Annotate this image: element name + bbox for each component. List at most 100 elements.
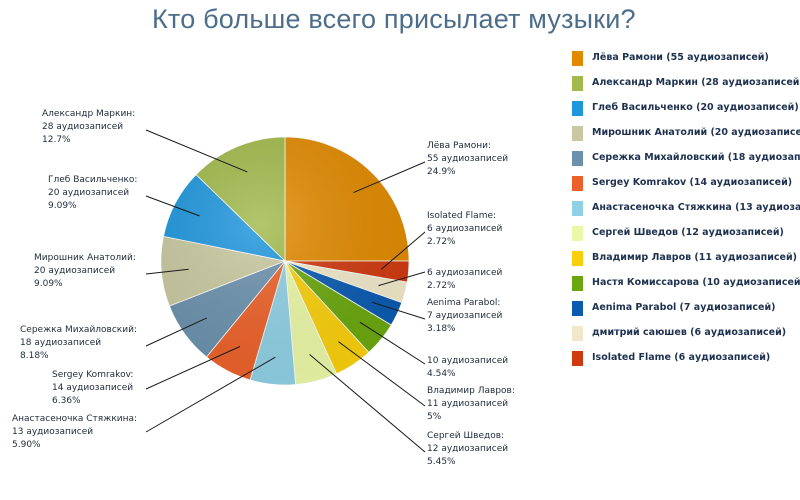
legend-label: Глеб Васильченко (20 аудиозаписей): [592, 102, 799, 113]
callout-name: Александр Маркин:: [42, 109, 135, 119]
leader-line-лёва-рамони: [353, 161, 426, 194]
callout-count: 28 аудиозаписей: [42, 122, 123, 132]
callout-name: Isolated Flame:: [427, 211, 496, 221]
pie-slice-лёва-рамони: [284, 136, 410, 262]
legend-swatch: [572, 276, 583, 291]
callout-count: 7 аудиозаписей: [427, 311, 503, 321]
leader-line-анастасеночка-стяжкина: [145, 356, 276, 433]
callout-владимир-лавров: Владимир Лавров: 11 аудиозаписей 5%: [427, 386, 515, 422]
callout-percent: 5%: [427, 412, 442, 422]
callout-count: 6 аудиозаписей: [427, 268, 503, 278]
legend-item-анастасеночка-стяжкина: Анастасеночка Стяжкина (13 аудиозаписей): [568, 198, 800, 223]
callout-дмитрий-саюшев: 6 аудиозаписей 2.72%: [427, 268, 503, 291]
callout-count: 6 аудиозаписей: [427, 224, 503, 234]
legend-swatch: [572, 76, 583, 91]
callout-александр-маркин: Александр Маркин: 28 аудиозаписей 12.7%: [42, 109, 135, 145]
legend-label: Сережка Михайловский (18 аудиозаписей): [592, 152, 800, 163]
callout-name: Лёва Рамони:: [427, 141, 491, 151]
callout-percent: 5.45%: [427, 457, 456, 467]
callout-count: 11 аудиозаписей: [427, 399, 508, 409]
leader-line-сергей-шведов: [309, 354, 426, 453]
callout-aenima-parabol: Aenima Parabol: 7 аудиозаписей 3.18%: [427, 298, 503, 334]
callout-count: 14 аудиозаписей: [52, 383, 133, 393]
legend-label: Настя Комиссарова (10 аудиозаписей): [592, 277, 800, 288]
callout-percent: 4.54%: [427, 369, 456, 379]
legend-item-дмитрий-саюшев: дмитрий саюшев (6 аудиозаписей): [568, 323, 800, 348]
callout-мирошник-анатолий: Мирошник Анатолий: 20 аудиозаписей 9.09%: [34, 253, 136, 289]
callout-name: Сергей Шведов:: [427, 431, 504, 441]
pie-chart: Лёва Рамони: 55 аудиозаписей 24.9% Isolated…: [12, 109, 515, 467]
legend-item-лёва-рамони: Лёва Рамони (55 аудиозаписей): [568, 48, 800, 73]
callout-count: 10 аудиозаписей: [427, 356, 508, 366]
callout-percent: 5.90%: [12, 440, 41, 450]
callout-percent: 2.72%: [427, 281, 456, 291]
legend-item-владимир-лавров: Владимир Лавров (11 аудиозаписей): [568, 248, 800, 273]
callout-name: Владимир Лавров:: [427, 386, 515, 396]
leader-line-настя-комиссарова: [359, 321, 426, 365]
callout-глеб-васильченко: Глеб Васильченко: 20 аудиозаписей 9.09%: [48, 175, 137, 211]
callout-count: 13 аудиозаписей: [12, 427, 93, 437]
legend-label: дмитрий саюшев (6 аудиозаписей): [592, 327, 787, 338]
callout-name: Мирошник Анатолий:: [34, 253, 136, 263]
legend-swatch: [572, 351, 583, 366]
legend-label: Анастасеночка Стяжкина (13 аудиозаписей): [592, 202, 800, 213]
legend-swatch: [572, 326, 583, 341]
callout-count: 18 аудиозаписей: [20, 338, 101, 348]
legend-swatch: [572, 101, 583, 116]
callout-анастасеночка-стяжкина: Анастасеночка Стяжкина: 13 аудиозаписей 5.…: [12, 414, 137, 450]
legend-label: Aenima Parabol (7 аудиозаписей): [592, 302, 776, 313]
legend-item-глеб-васильченко: Глеб Васильченко (20 аудиозаписей): [568, 98, 800, 123]
callout-percent: 8.18%: [20, 351, 49, 361]
legend-swatch: [572, 301, 583, 316]
callout-percent: 12.7%: [42, 135, 71, 145]
callout-percent: 3.18%: [427, 324, 456, 334]
legend-label: Sergey Komrakov (14 аудиозаписей): [592, 177, 793, 188]
callout-name: Aenima Parabol:: [427, 298, 500, 308]
legend-label: Лёва Рамони (55 аудиозаписей): [592, 52, 769, 63]
leader-line-aenima-parabol: [372, 301, 426, 320]
legend-item-sergey-komrakov: Sergey Komrakov (14 аудиозаписей): [568, 173, 800, 198]
legend: Лёва Рамони (55 аудиозаписей) Александр М…: [568, 48, 800, 373]
callout-настя-комиссарова: 10 аудиозаписей 4.54%: [427, 356, 508, 379]
legend-item-мирошник-анатолий: Мирошник Анатолий (20 аудиозаписей): [568, 123, 800, 148]
leader-line-isolated-flame: [381, 231, 426, 270]
legend-swatch: [572, 251, 583, 266]
chart-title: Кто больше всего присылает музыки?: [152, 4, 636, 34]
callout-лёва-рамони: Лёва Рамони: 55 аудиозаписей 24.9%: [427, 141, 508, 177]
callout-name: Сережка Михайловский:: [20, 325, 137, 335]
callout-name: Sergey Komrakov:: [52, 370, 133, 380]
callout-percent: 2.72%: [427, 237, 456, 247]
legend-item-aenima-parabol: Aenima Parabol (7 аудиозаписей): [568, 298, 800, 323]
callout-isolated-flame: Isolated Flame: 6 аудиозаписей 2.72%: [427, 211, 503, 247]
leader-line-александр-маркин: [145, 129, 248, 173]
legend-label: Isolated Flame (6 аудиозаписей): [592, 352, 771, 363]
callout-сергей-шведов: Сергей Шведов: 12 аудиозаписей 5.45%: [427, 431, 508, 467]
callout-name: Глеб Васильченко:: [48, 175, 137, 185]
legend-item-сережка-михайловский: Сережка Михайловский (18 аудиозаписей): [568, 148, 800, 173]
legend-label: Сергей Шведов (12 аудиозаписей): [592, 227, 784, 238]
legend-swatch: [572, 176, 583, 191]
legend-swatch: [572, 151, 583, 166]
legend-item-александр-маркин: Александр Маркин (28 аудиозаписей): [568, 73, 800, 98]
leader-line-дмитрий-саюшев: [378, 271, 426, 287]
leader-line-владимир-лавров: [338, 341, 426, 407]
leader-line-глеб-васильченко: [145, 195, 200, 217]
callout-percent: 9.09%: [34, 279, 63, 289]
callout-count: 12 аудиозаписей: [427, 444, 508, 454]
callout-percent: 24.9%: [427, 167, 456, 177]
legend-swatch: [572, 226, 583, 241]
legend-item-сергей-шведов: Сергей Шведов (12 аудиозаписей): [568, 223, 800, 248]
leader-line-сережка-михайловский: [145, 317, 208, 347]
legend-swatch: [572, 126, 583, 141]
legend-item-isolated-flame: Isolated Flame (6 аудиозаписей): [568, 348, 800, 373]
callout-сережка-михайловский: Сережка Михайловский: 18 аудиозаписей 8.18…: [20, 325, 137, 361]
leader-line-мирошник-анатолий: [145, 268, 189, 275]
callout-name: Анастасеночка Стяжкина:: [12, 414, 137, 424]
callout-percent: 9.09%: [48, 201, 77, 211]
callout-count: 20 аудиозаписей: [48, 188, 129, 198]
callout-count: 20 аудиозаписей: [34, 266, 115, 276]
legend-label: Мирошник Анатолий (20 аудиозаписей): [592, 127, 800, 138]
legend-item-настя-комиссарова: Настя Комиссарова (10 аудиозаписей): [568, 273, 800, 298]
legend-label: Александр Маркин (28 аудиозаписей): [592, 77, 800, 88]
callout-percent: 6.36%: [52, 396, 81, 406]
